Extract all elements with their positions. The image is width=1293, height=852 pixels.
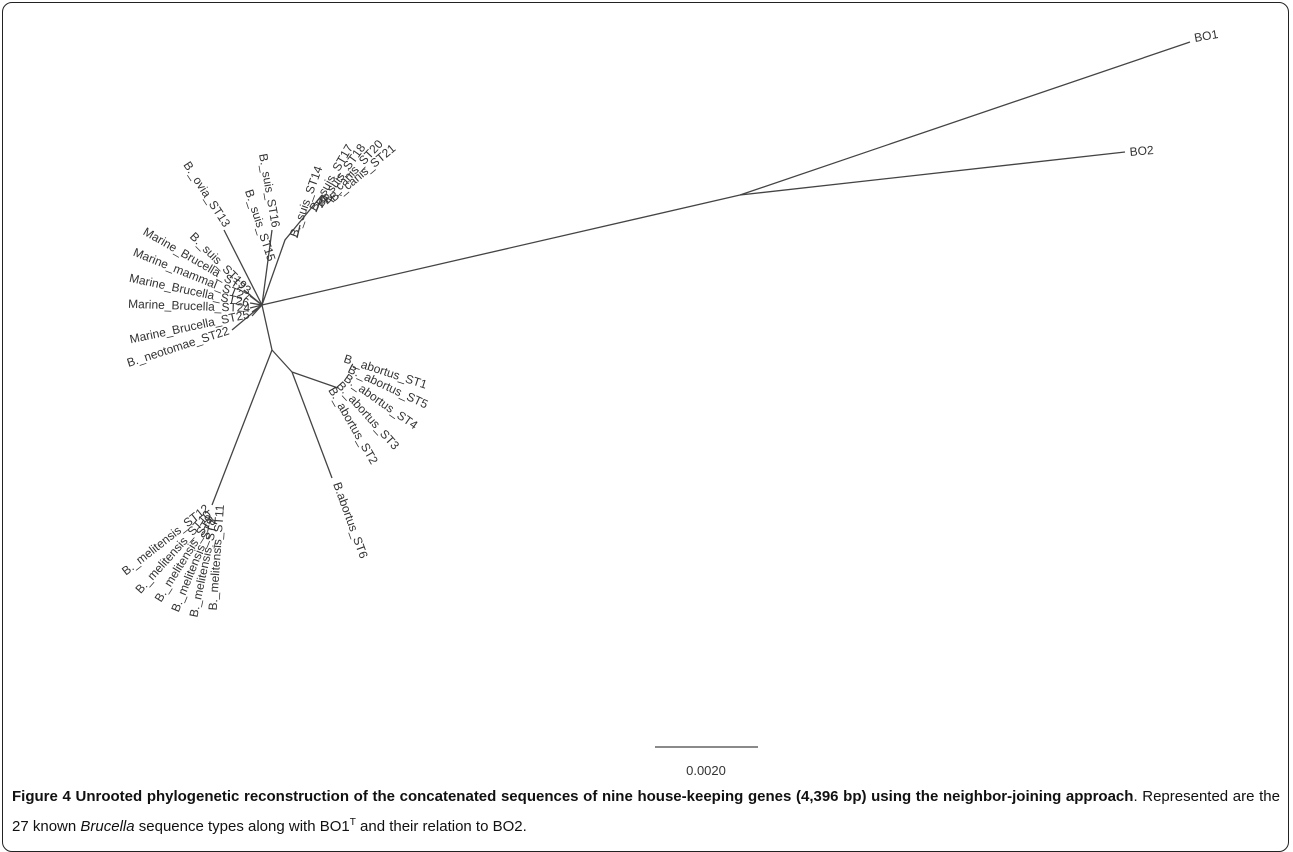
leaf-labels: BO1 BO2 B._suis_ST14 B._suis_ST17 B._sui… xyxy=(119,27,1219,619)
tree: BO1 BO2 B._suis_ST14 B._suis_ST17 B._sui… xyxy=(119,27,1219,778)
caption-sup: T xyxy=(349,817,356,828)
caption-text: and their relation to BO2. xyxy=(355,818,527,835)
leaf-label: BO1 xyxy=(1193,27,1219,45)
caption-text: sequence types along with BO1 xyxy=(134,818,350,835)
leaf-label: BO2 xyxy=(1129,143,1154,159)
caption-text: . Represented are the 27 known xyxy=(12,788,1280,835)
scale-label: 0.0020 xyxy=(686,763,726,778)
caption-title-text: Unrooted phylogenetic reconstruction of … xyxy=(75,788,1134,805)
branches xyxy=(211,41,1191,506)
leaf-label: Marine_Brucella_ST24 xyxy=(128,297,251,315)
caption-title: Figure 4 Unrooted phylogenetic reconstru… xyxy=(12,788,1133,805)
caption-italic: Brucella xyxy=(80,818,135,835)
leaf-label: B._ovia_ST13 xyxy=(180,159,233,230)
caption-label: Figure 4 xyxy=(12,788,71,805)
leaf-label: B.abortus_ST6 xyxy=(330,480,371,560)
caption: Figure 4 Unrooted phylogenetic reconstru… xyxy=(12,784,1280,840)
